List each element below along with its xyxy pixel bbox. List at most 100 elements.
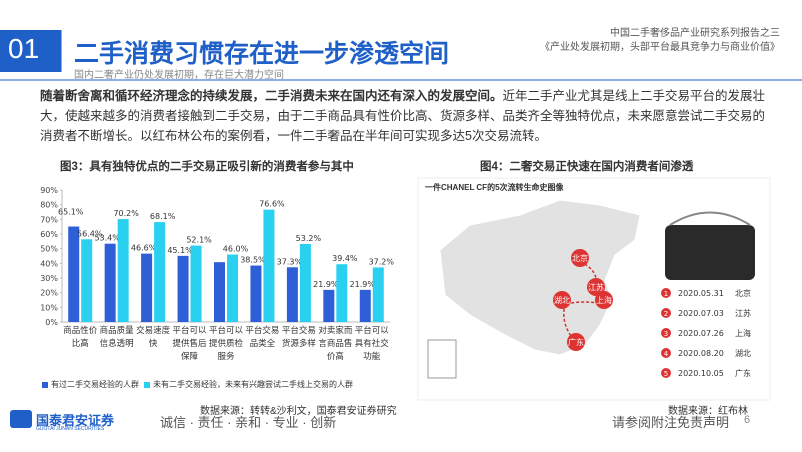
timeline-number: 1 xyxy=(664,290,668,298)
timeline-date: 2020.05.31 xyxy=(678,289,724,298)
timeline-dot xyxy=(661,328,671,338)
slide-title: 二手消费习惯存在进一步渗透空间 xyxy=(74,40,450,68)
map-pin xyxy=(571,249,589,267)
data-label: 68.1% xyxy=(150,212,176,221)
slogan: 诚信 · 责任 · 亲和 · 专业 · 创新 xyxy=(160,415,337,430)
timeline-dot xyxy=(661,348,671,358)
legend-swatch xyxy=(144,382,150,388)
x-tick-label: 平台可以提供售后保障 xyxy=(172,325,207,361)
figure-title: 图4：二奢交易正快速在国内消费者间渗透 xyxy=(480,161,694,173)
x-tick-label: 对卖家而言商品售价高 xyxy=(318,325,353,361)
data-label: 39.4% xyxy=(332,254,358,263)
report-line: 《产业处发展初期，头部平台最具竞争力与商业价值》 xyxy=(540,42,780,53)
data-label: 38.5% xyxy=(240,256,266,265)
map-inset xyxy=(427,339,457,379)
bar xyxy=(323,289,335,322)
data-label: 53.4% xyxy=(94,234,120,243)
timeline-city: 广东 xyxy=(735,368,751,378)
timeline-number: 4 xyxy=(664,350,669,358)
y-tick-label: 90% xyxy=(40,186,58,195)
timeline-number: 2 xyxy=(664,310,668,318)
map-shape xyxy=(439,199,641,356)
number-box xyxy=(0,30,62,72)
bar xyxy=(299,243,311,322)
y-tick-label: 0% xyxy=(45,318,58,327)
data-label: 53.2% xyxy=(296,234,322,243)
paragraph: 随着断舍离和循环经济理念的持续发展，二手消费未来在国内还有深入的发展空间。近年二… xyxy=(40,86,770,146)
data-label: 37.3% xyxy=(277,257,303,266)
data-label: 65.1% xyxy=(58,208,84,217)
x-tick-label: 平台交易货源多样 xyxy=(281,325,316,348)
city-label: 上海 xyxy=(596,295,612,305)
bar xyxy=(214,262,225,322)
x-tick-label: 商品性价比高 xyxy=(63,325,98,348)
map-caption: 一件CHANEL CF的5次流转生命史图像 xyxy=(425,183,564,192)
timeline-dot xyxy=(661,368,671,378)
logo-mark xyxy=(10,410,32,428)
map-pin xyxy=(553,291,571,309)
bar xyxy=(68,226,80,322)
source: 数据来源：转转&沙利文，国泰君安证券研究 xyxy=(200,406,397,417)
figure-title: 图3：具有独特优点的二手交易正吸引新的消费者参与其中 xyxy=(60,161,354,173)
slide-subtitle: 国内二奢产业仍处发展初期，存在巨大潜力空间 xyxy=(74,70,284,81)
data-label: 56.4% xyxy=(77,229,103,238)
bag xyxy=(665,225,755,280)
x-tick-label: 平台交易品类全 xyxy=(245,325,280,348)
bar xyxy=(190,245,202,322)
bar xyxy=(359,289,371,322)
legend-label: 未有二手交易经验，未来有兴趣尝试二手线上交易的人群 xyxy=(153,380,353,389)
y-tick-label: 20% xyxy=(40,289,58,298)
legend-label: 有过二手交易经验的人群 xyxy=(51,380,139,389)
x-tick-label: 平台可以具有社交功能 xyxy=(354,325,389,361)
bar xyxy=(263,209,275,322)
bar xyxy=(372,267,384,322)
map-pin xyxy=(587,278,605,296)
timeline-date: 2020.10.05 xyxy=(678,369,724,378)
timeline-date: 2020.08.20 xyxy=(678,349,724,358)
bar xyxy=(250,265,262,322)
x-tick-label: 平台可以提供质检服务 xyxy=(208,325,243,361)
city-label: 江苏 xyxy=(588,282,604,292)
city-label: 湖北 xyxy=(554,296,570,305)
y-tick-label: 80% xyxy=(40,201,58,210)
timeline-date: 2020.07.26 xyxy=(678,329,724,338)
bar xyxy=(336,264,348,322)
timeline-number: 5 xyxy=(664,370,668,378)
map-pin xyxy=(567,333,585,351)
data-label: 46.0% xyxy=(223,245,249,254)
data-label: 70.2% xyxy=(113,209,139,218)
x-tick-label: 交易速度快 xyxy=(136,325,171,348)
source: 数据来源：红布林 xyxy=(668,406,748,417)
timeline-dot xyxy=(661,308,671,318)
y-tick-label: 30% xyxy=(40,274,58,283)
report-line: 中国二手奢侈品产业研究系列报告之三 xyxy=(610,28,780,39)
bag-strap xyxy=(669,211,751,226)
y-tick-label: 40% xyxy=(40,259,58,268)
brand-en: GUOTAI JUNAN SECURITIES xyxy=(36,426,105,432)
data-label: 76.6% xyxy=(259,200,285,209)
map-pin xyxy=(595,291,613,309)
timeline-dot xyxy=(661,288,671,298)
timeline-city: 湖北 xyxy=(735,349,751,358)
data-label: 21.9% xyxy=(350,280,376,289)
disclaimer: 请参阅附注免责声明 xyxy=(612,415,730,430)
timeline-date: 2020.07.03 xyxy=(678,309,724,318)
data-label: 46.6% xyxy=(131,244,157,253)
city-label: 广东 xyxy=(568,337,584,347)
data-label: 37.2% xyxy=(369,257,395,266)
y-tick-label: 60% xyxy=(40,230,58,239)
bar xyxy=(286,267,298,322)
data-label: 45.1% xyxy=(167,246,193,255)
section-number: 01 xyxy=(8,33,40,64)
timeline-city: 江苏 xyxy=(735,308,751,318)
timeline-number: 3 xyxy=(664,330,668,338)
timeline-city: 上海 xyxy=(735,328,751,338)
timeline-city: 北京 xyxy=(735,288,751,298)
body-text: 近年二手产业尤其是线上二手交易平台的发展壮大，使越来越多的消费者接触到二手交易，… xyxy=(40,89,766,143)
legend-swatch xyxy=(42,382,48,388)
bar xyxy=(177,255,189,322)
data-label: 21.9% xyxy=(313,280,339,289)
bar xyxy=(154,222,166,322)
